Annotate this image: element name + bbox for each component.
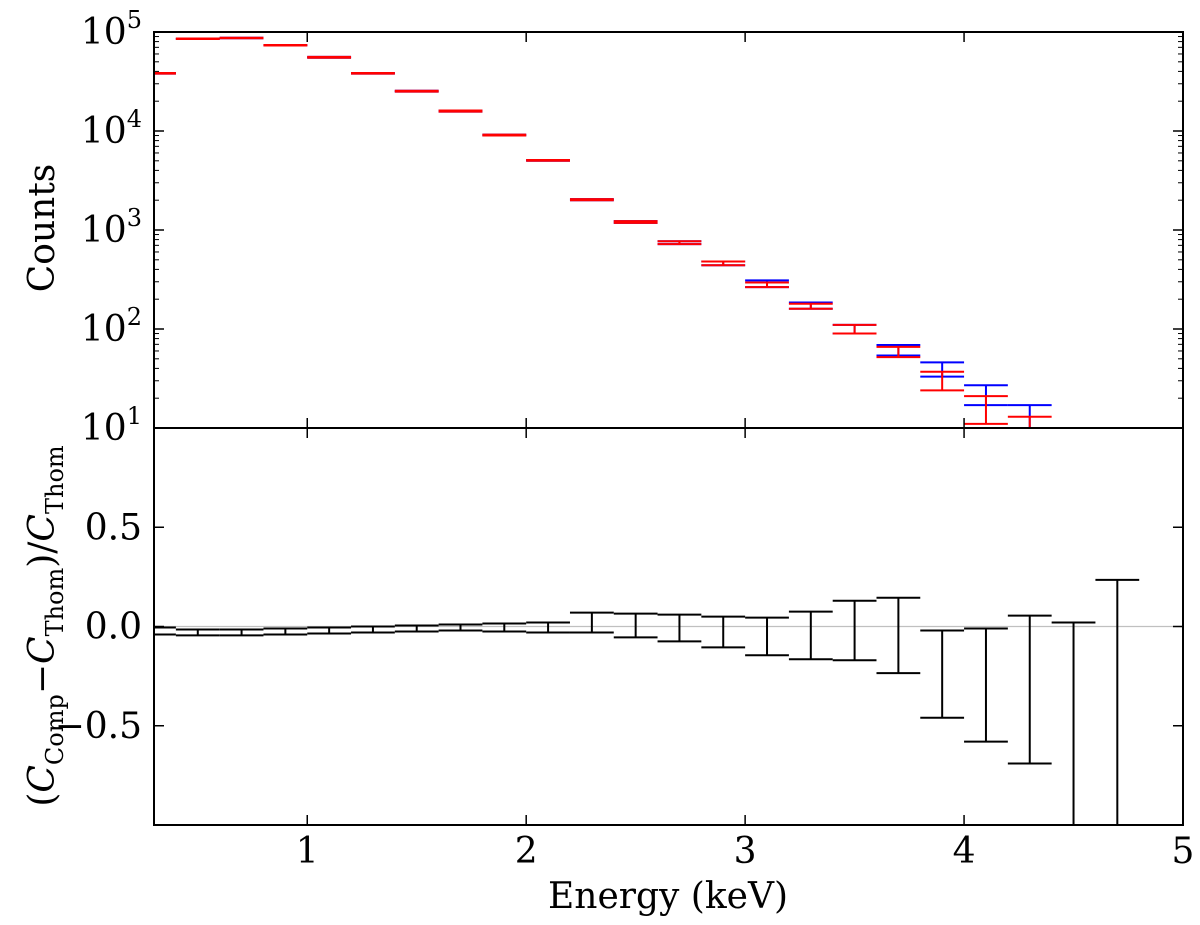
counts-axis-label: Counts <box>22 164 63 293</box>
ratio-errorbar <box>1095 578 1140 826</box>
tick-base: 10 <box>81 111 127 152</box>
ratio-errorbar <box>351 625 395 634</box>
x-tick-label: 5 <box>1172 831 1195 872</box>
red-counts-errorbar <box>153 72 176 75</box>
red-counts-errorbar <box>394 89 439 93</box>
x-axis-label: Energy (keV) <box>548 876 788 917</box>
x-tick-label: 1 <box>296 831 319 872</box>
ratio-errorbar <box>657 613 702 643</box>
ratio-errorbar <box>569 611 614 634</box>
ratio-errorbar <box>482 622 527 633</box>
red-counts-errorbar <box>175 37 220 40</box>
ratio-errorbar <box>175 628 220 637</box>
ratio-panel: 0.5 0.0 −0.5 <box>55 427 1184 826</box>
ratio-y-tick-label: 0.5 <box>85 507 142 548</box>
tick-base: 10 <box>81 309 127 350</box>
x-tick-label: 2 <box>515 831 538 872</box>
ratio-label-minus: − <box>22 664 63 694</box>
ratio-errorbar <box>153 626 176 636</box>
tick-exponent: 2 <box>127 303 142 331</box>
red-counts-errorbar <box>1007 415 1052 429</box>
ratio-errorbar <box>920 629 965 719</box>
counts-y-tick-label: 103 <box>81 204 142 251</box>
counts-y-tick-label: 102 <box>81 303 142 350</box>
ratio-label-sub-thom-den: Thom <box>41 445 69 514</box>
counts-panel-frame <box>153 31 1184 429</box>
x-tick-label: 4 <box>953 831 976 872</box>
ratio-errorbar <box>788 610 833 661</box>
ratio-label-sub-thom: Thom <box>41 568 69 637</box>
red-counts-errorbar <box>964 395 1008 425</box>
ratio-label-c-thom: C <box>22 636 63 664</box>
ratio-errorbar <box>438 623 483 632</box>
tick-exponent: 1 <box>127 402 142 430</box>
ratio-label-open: ( <box>22 793 63 807</box>
tick-exponent: 5 <box>127 6 142 34</box>
ratio-errorbar <box>1051 621 1096 826</box>
tick-exponent: 3 <box>127 204 142 232</box>
ratio-y-tick-label: 0.0 <box>85 607 142 648</box>
red-counts-errorbar <box>657 240 702 246</box>
ratio-axis-label: (CComp−CThom)/CThom <box>22 445 69 807</box>
ratio-errorbar <box>394 624 439 633</box>
ratio-label-sub-comp: Comp <box>41 694 69 765</box>
tick-base: 10 <box>81 210 127 251</box>
ratio-errorbar <box>1007 614 1052 765</box>
tick-base: 10 <box>81 408 127 449</box>
ratio-errorbar <box>526 621 570 634</box>
red-counts-errorbar <box>351 72 395 75</box>
red-counts-errorbar <box>438 109 483 113</box>
ratio-errorbar <box>745 616 789 657</box>
counts-y-tick-label: 105 <box>81 6 142 53</box>
red-counts-errorbar <box>876 345 921 359</box>
counts-y-tick-label: 104 <box>81 105 142 152</box>
red-counts-errorbar <box>920 370 965 392</box>
red-counts-errorbar <box>569 198 614 202</box>
red-counts-errorbar <box>701 260 746 267</box>
ratio-y-tick-label: −0.5 <box>55 706 142 747</box>
red-counts-errorbar <box>263 43 308 47</box>
x-tick-label: 3 <box>734 831 757 872</box>
ratio-label-c-thom-den: C <box>22 514 63 542</box>
red-counts-errorbar <box>482 133 527 137</box>
tick-base: 10 <box>81 12 127 53</box>
red-counts-errorbar <box>307 55 352 59</box>
x-axis: 1 2 3 4 5 <box>296 32 1195 872</box>
counts-y-tick-label: 101 <box>81 402 142 449</box>
ratio-label-close: )/ <box>22 541 63 568</box>
ratio-label-c-comp: C <box>22 765 63 793</box>
ratio-errorbar <box>876 596 921 675</box>
ratio-errorbar <box>219 628 264 637</box>
ratio-errorbar <box>964 627 1008 743</box>
tick-exponent: 4 <box>127 105 142 133</box>
red-counts-errorbar <box>745 281 789 289</box>
red-counts-errorbar <box>613 220 658 224</box>
ratio-errorbar <box>263 627 308 636</box>
ratio-errorbar <box>307 626 352 635</box>
red-counts-errorbar <box>832 323 877 335</box>
ratio-errorbar <box>701 615 746 649</box>
red-counts-errorbar <box>788 302 833 310</box>
ratio-errorbar <box>832 599 877 662</box>
ratio-errorbar <box>613 612 658 639</box>
red-counts-errorbar <box>526 158 570 162</box>
